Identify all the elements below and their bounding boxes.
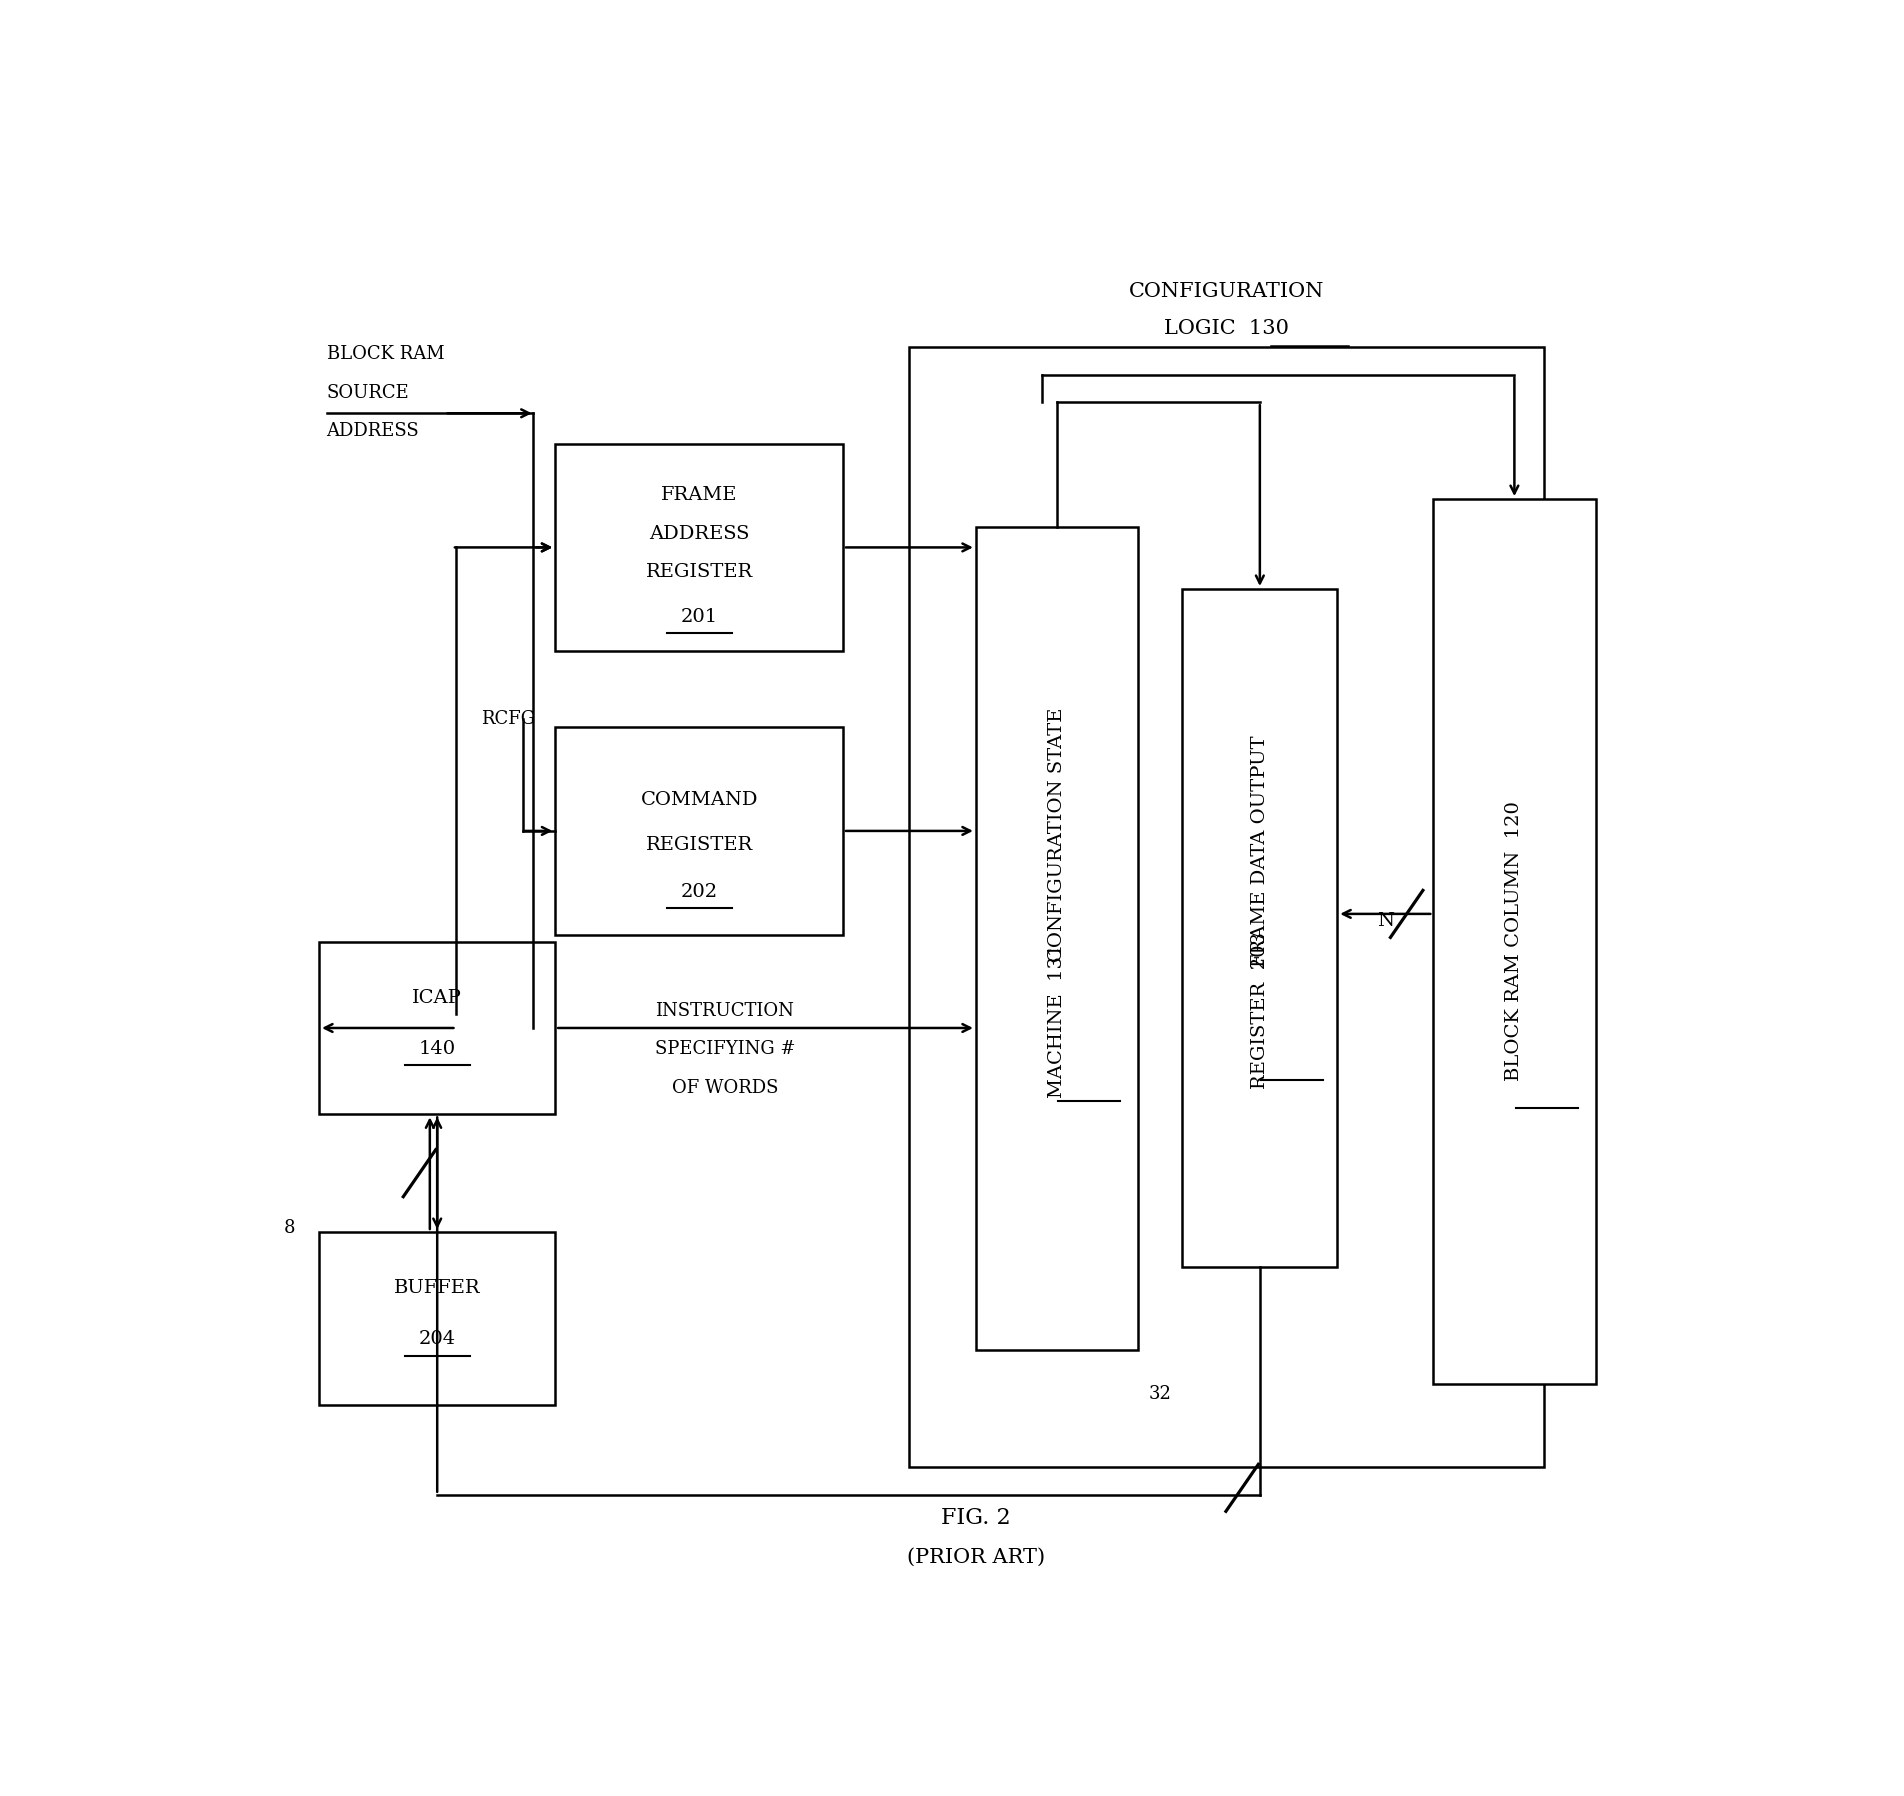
Text: LOGIC  130: LOGIC 130: [1163, 320, 1289, 338]
Text: ADDRESS: ADDRESS: [327, 422, 419, 440]
Bar: [556, 727, 843, 934]
Text: COMMAND: COMMAND: [640, 792, 758, 810]
Text: 8: 8: [284, 1219, 295, 1237]
Text: REGISTER: REGISTER: [645, 564, 752, 582]
Text: SOURCE: SOURCE: [327, 384, 409, 402]
Bar: [320, 941, 556, 1114]
Text: 202: 202: [680, 884, 718, 902]
Text: CONFIGURATION: CONFIGURATION: [1129, 282, 1325, 302]
Text: BUFFER: BUFFER: [394, 1279, 480, 1297]
Text: BLOCK RAM COLUMN  120: BLOCK RAM COLUMN 120: [1506, 801, 1523, 1081]
Text: REGISTER  203: REGISTER 203: [1251, 932, 1268, 1088]
Text: BLOCK RAM: BLOCK RAM: [327, 345, 444, 363]
Text: ADDRESS: ADDRESS: [649, 524, 750, 542]
Text: N: N: [1377, 912, 1394, 930]
Text: 140: 140: [419, 1040, 455, 1058]
Text: REGISTER: REGISTER: [645, 835, 752, 853]
Text: FIG. 2: FIG. 2: [941, 1507, 1011, 1528]
Text: 201: 201: [680, 607, 718, 625]
Text: OF WORDS: OF WORDS: [672, 1079, 779, 1097]
Bar: [1182, 589, 1337, 1266]
Text: CONFIGURATION STATE: CONFIGURATION STATE: [1047, 708, 1066, 961]
Text: SPECIFYING #: SPECIFYING #: [655, 1040, 796, 1058]
Bar: [1434, 499, 1596, 1385]
Bar: [910, 347, 1544, 1467]
Text: RCFG: RCFG: [482, 709, 535, 727]
Text: INSTRUCTION: INSTRUCTION: [655, 1002, 794, 1020]
Text: 204: 204: [419, 1331, 455, 1349]
Bar: [977, 526, 1139, 1349]
Bar: [556, 444, 843, 652]
Bar: [320, 1232, 556, 1404]
Text: FRAME DATA OUTPUT: FRAME DATA OUTPUT: [1251, 736, 1268, 968]
Text: MACHINE  131: MACHINE 131: [1047, 945, 1066, 1099]
Text: (PRIOR ART): (PRIOR ART): [906, 1548, 1045, 1566]
Text: FRAME: FRAME: [661, 487, 737, 505]
Text: 32: 32: [1148, 1385, 1171, 1403]
Text: ICAP: ICAP: [413, 988, 463, 1006]
